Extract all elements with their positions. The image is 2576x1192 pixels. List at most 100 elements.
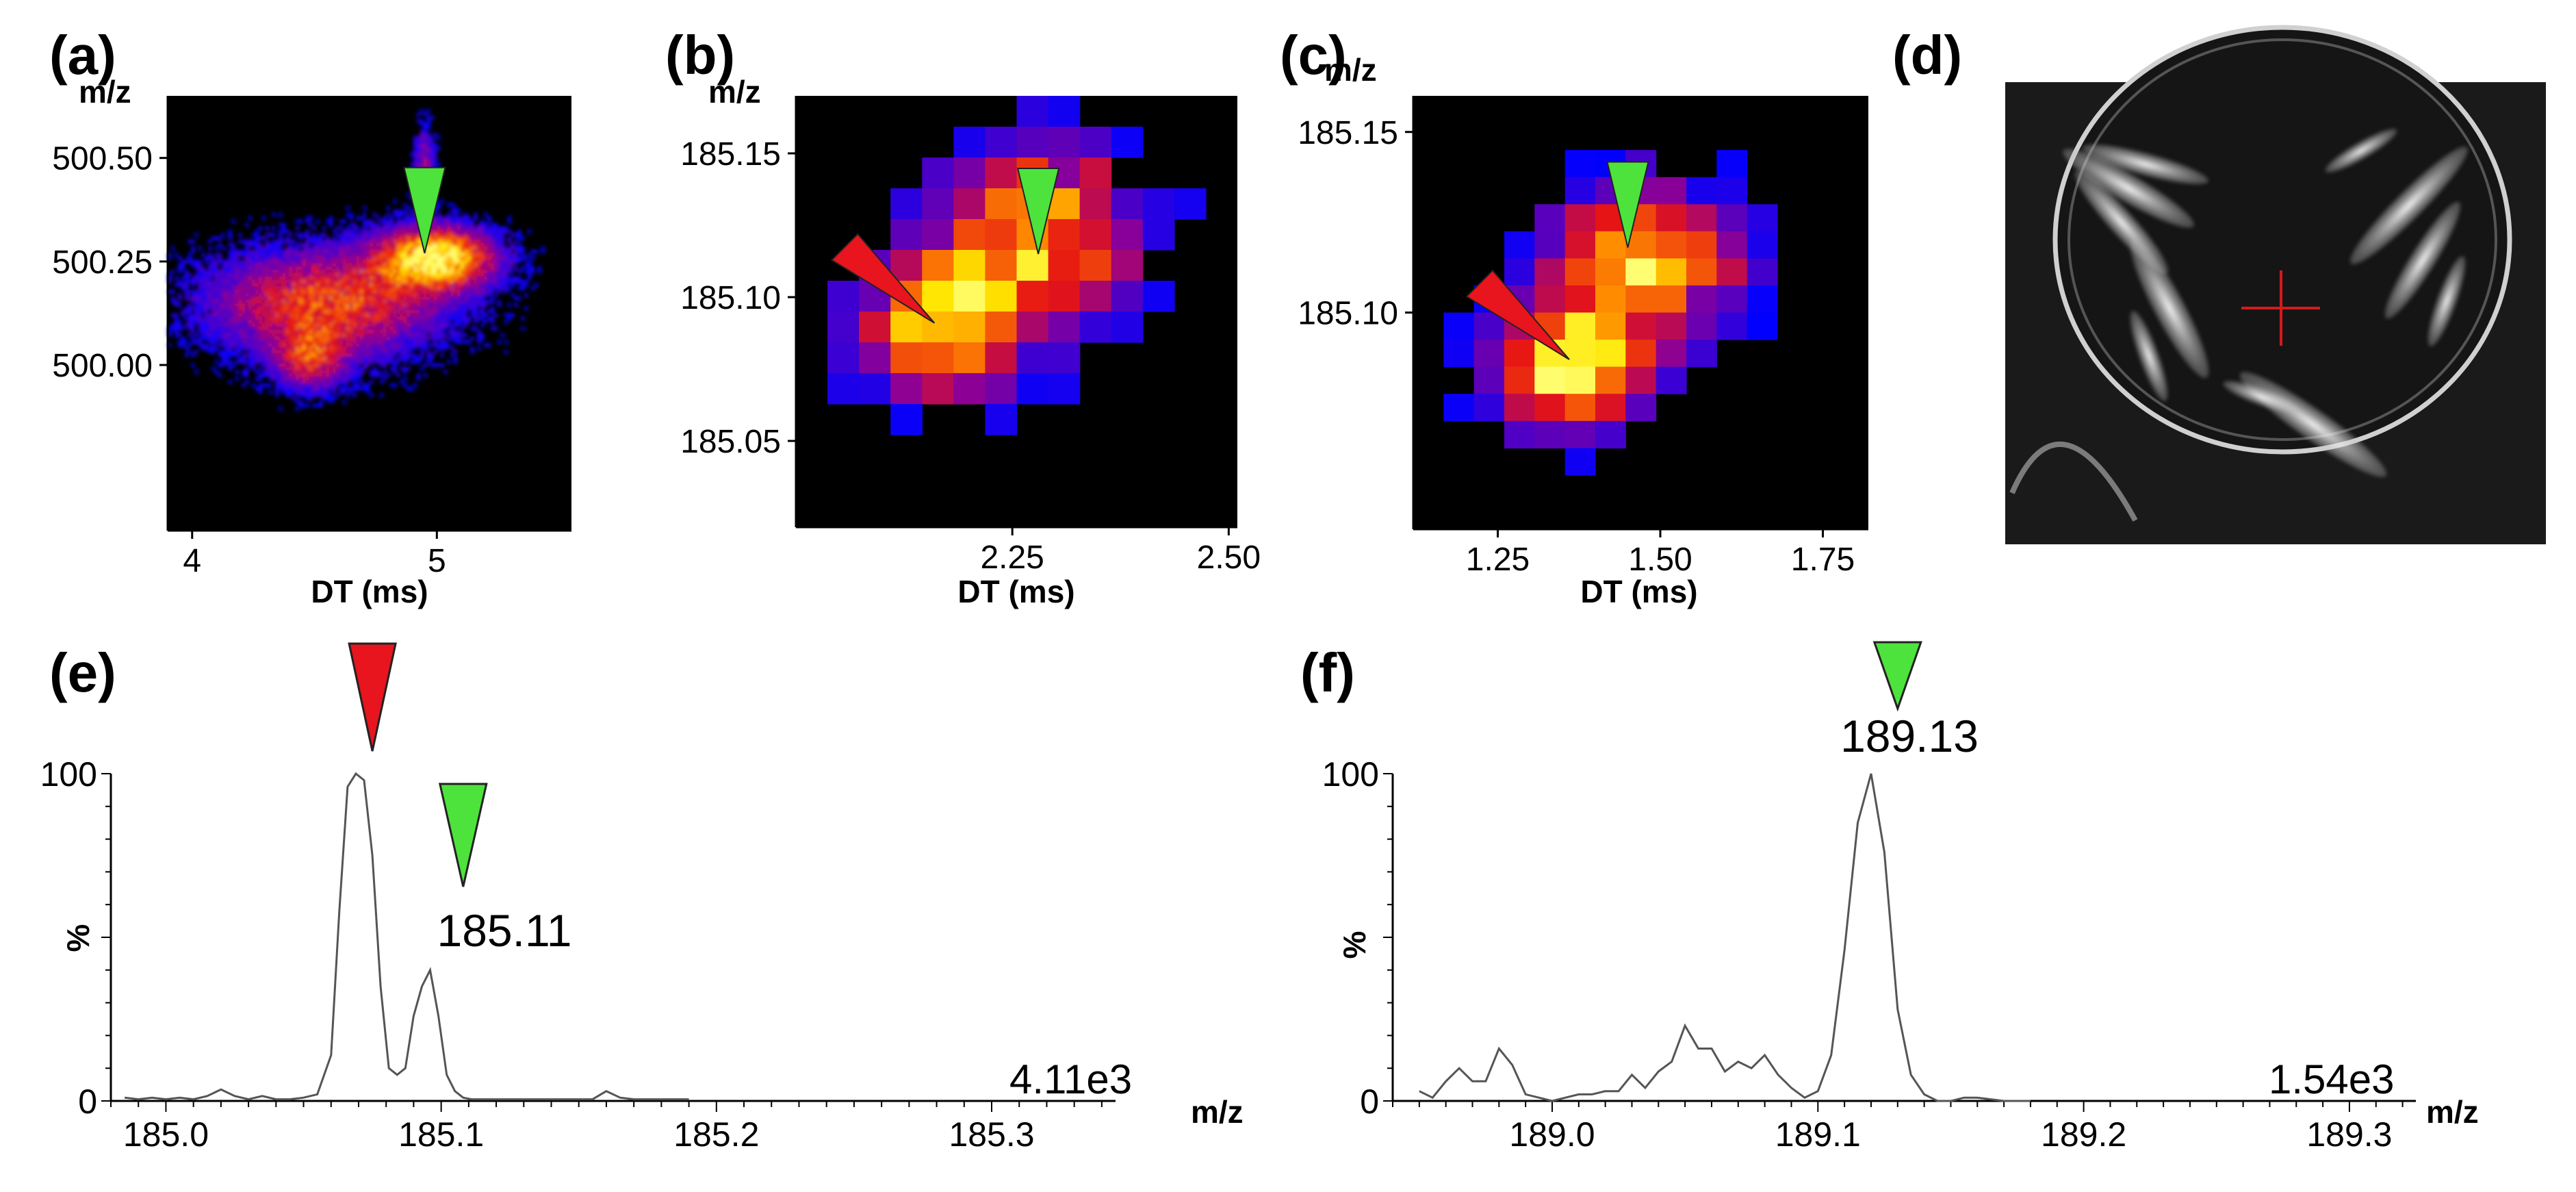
heatmap-a-cell	[426, 146, 431, 150]
heatmap-a-cell	[450, 226, 454, 230]
heatmap-a-cell	[282, 256, 286, 260]
heatmap-a-cell	[356, 296, 360, 301]
heatmap-a-cell	[456, 270, 461, 274]
heatmap-a-cell	[447, 336, 451, 341]
heatmap-a-cell	[309, 256, 313, 260]
heatmap-a-cell	[400, 303, 404, 307]
heatmap-a-cell	[255, 313, 259, 317]
heatmap-a-cell	[460, 300, 465, 304]
heatmap-b-cell	[1142, 219, 1175, 251]
heatmap-a-cell	[315, 357, 320, 361]
heatmap-a-cell	[393, 236, 397, 240]
heatmap-a-cell	[214, 263, 219, 267]
heatmap-a-cell	[326, 380, 330, 384]
heatmap-a-cell	[332, 270, 337, 274]
heatmap-a-cell	[265, 306, 270, 311]
heatmap-a-cell	[309, 323, 313, 327]
heatmap-a-cell	[524, 263, 528, 267]
heatmap-a-cell	[389, 346, 394, 351]
heatmap-a-cell	[305, 306, 310, 311]
heatmap-a-cell	[305, 370, 310, 374]
heatmap-a-cell	[231, 290, 235, 294]
heatmap-a-cell	[500, 266, 505, 270]
heatmap-a-cell	[335, 350, 340, 354]
heatmap-a-cell	[370, 233, 374, 237]
heatmap-a-cell	[420, 290, 424, 294]
heatmap-a-cell	[265, 323, 270, 327]
heatmap-a-cell	[497, 272, 502, 277]
heatmap-a-cell	[403, 336, 407, 341]
heatmap-a-cell	[342, 270, 347, 274]
heatmap-a-cell	[453, 259, 458, 264]
heatmap-a-cell	[295, 309, 300, 314]
heatmap-a-cell	[292, 366, 296, 371]
heatmap-a-cell	[342, 363, 347, 368]
heatmap-a-cell	[450, 296, 454, 301]
heatmap-a-cell	[359, 357, 363, 361]
heatmap-a-cell	[292, 350, 296, 354]
heatmap-a-cell	[426, 309, 431, 314]
heatmap-a-cell	[410, 296, 414, 301]
heatmap-a-cell	[214, 296, 219, 301]
heatmap-a-cell	[322, 357, 326, 361]
heatmap-a-cell	[201, 320, 205, 324]
heatmap-a-cell	[433, 223, 437, 227]
heatmap-a-cell	[514, 303, 518, 307]
spectrum-f-peak-label: 189.13	[1840, 711, 1979, 761]
heatmap-a-cell	[456, 249, 461, 254]
heatmap-a-cell	[470, 263, 474, 267]
heatmap-a-cell	[258, 313, 263, 317]
heatmap-a-cell	[389, 333, 394, 338]
heatmap-a-cell	[386, 329, 391, 334]
heatmap-a-cell	[420, 249, 424, 254]
heatmap-a-cell	[433, 142, 437, 147]
heatmap-a-cell	[403, 266, 407, 270]
heatmap-a-cell	[319, 253, 323, 257]
heatmap-a-cell	[285, 373, 289, 377]
heatmap-a-cell	[470, 270, 474, 274]
heatmap-a-cell	[500, 333, 505, 338]
heatmap-a-cell	[211, 309, 216, 314]
heatmap-a-cell	[295, 293, 300, 297]
heatmap-a-cell	[346, 279, 350, 284]
heatmap-a-cell	[463, 223, 468, 227]
heatmap-a-cell	[440, 363, 444, 368]
heatmap-a-cell	[493, 270, 498, 274]
heatmap-a-cell	[315, 253, 320, 257]
heatmap-a-cell	[194, 279, 198, 284]
heatmap-a-cell	[305, 253, 310, 257]
heatmap-a-cell	[463, 240, 468, 244]
heatmap-a-cell	[352, 303, 357, 307]
heatmap-a-cell	[497, 226, 502, 230]
spectrum-f-ylabel: %	[1337, 931, 1372, 959]
heatmap-a-cell	[480, 290, 485, 294]
heatmap-a-cell	[420, 256, 424, 260]
heatmap-a-cell	[242, 357, 246, 361]
heatmap-a-cell	[460, 286, 465, 290]
heatmap-a-cell	[507, 249, 512, 254]
heatmap-a-cell	[379, 329, 384, 334]
heatmap-a-cell	[426, 323, 431, 327]
heatmap-a-cell	[292, 396, 296, 401]
heatmap-a-cell	[393, 309, 397, 314]
heatmap-a-cell	[309, 236, 313, 240]
heatmap-a-cell	[302, 387, 307, 391]
heatmap-a-cell	[258, 290, 263, 294]
heatmap-a-cell	[188, 333, 192, 338]
heatmap-a-cell	[275, 357, 279, 361]
heatmap-a-cell	[393, 270, 397, 274]
heatmap-a-cell	[356, 290, 360, 294]
heatmap-a-cell	[315, 316, 320, 320]
heatmap-a-cell	[352, 236, 357, 240]
heatmap-a-cell	[400, 223, 404, 227]
heatmap-a-cell	[497, 253, 502, 257]
heatmap-a-cell	[326, 249, 330, 254]
heatmap-a-cell	[258, 296, 263, 301]
heatmap-a-cell	[430, 283, 434, 287]
heatmap-a-cell	[255, 270, 259, 274]
heatmap-c-cell	[1564, 420, 1596, 448]
heatmap-a-cell	[437, 256, 441, 260]
heatmap-a-cell	[231, 363, 235, 368]
heatmap-a-cell	[480, 336, 485, 341]
heatmap-a-cell	[326, 323, 330, 327]
